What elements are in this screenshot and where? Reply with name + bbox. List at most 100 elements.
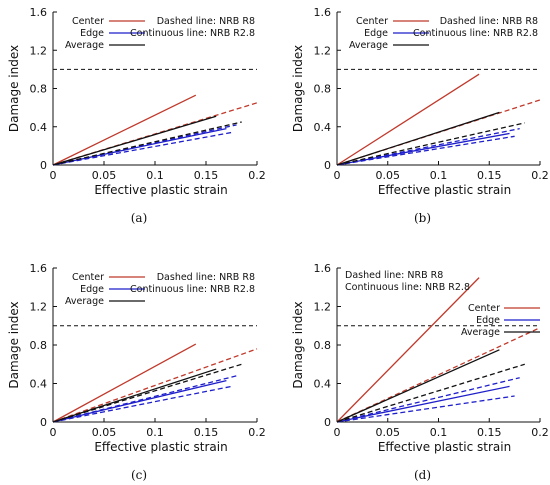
x-tick-label: 0.1 [146,426,164,439]
x-tick-label: 0.15 [194,169,219,182]
y-tick-label: 0.4 [314,121,332,134]
x-tick-label: 0 [334,426,341,439]
edge-dashed-upper-line [336,377,520,423]
edge-dashed-upper-line [52,375,237,423]
y-tick-label: 0.8 [314,339,332,352]
x-tick-label: 0.1 [430,169,448,182]
x-tick-label: 0.05 [376,169,401,182]
edge-dashed-lower-line [336,395,515,423]
x-tick-label: 0.05 [376,426,401,439]
average-dashed-line [336,122,525,166]
y-tick-label: 1.2 [30,301,48,314]
edge-dashed-lower-line [52,385,232,423]
panel-a: 0 0.05 0.1 0.15 0.2 0 0.4 0.8 1.2 1.6 Effective pl… [7,6,266,225]
x-tick-label: 0 [50,426,57,439]
edge-solid-line [336,385,510,423]
edge-dashed-upper-line [52,124,237,166]
x-axis-label: Effective plastic strain [378,440,511,454]
legend-label-center: Center [356,16,388,27]
x-tick-label: 0.2 [248,169,266,182]
center-solid-line [336,73,480,166]
y-tick-label: 1.6 [30,262,48,275]
legend-note: Dashed line: NRB R8 [157,272,255,283]
y-axis-label: Damage index [291,45,305,132]
y-axis-label: Damage index [291,301,305,388]
x-tick-label: 0 [50,169,57,182]
center-solid-line [52,343,197,423]
average-solid-line [52,115,217,166]
edge-solid-line [52,128,227,166]
legend-note: Dashed line: NRB R8 [345,270,443,281]
legend-label-center: Center [72,272,104,283]
average-solid-line [336,111,500,166]
panel-b: 0 0.05 0.1 0.15 0.2 0 0.4 0.8 1.2 1.6 Effective pl… [291,6,549,225]
x-tick-label: 0.2 [531,169,549,182]
x-tick-label: 0.1 [430,426,448,439]
y-tick-label: 0 [40,159,47,172]
x-axis-label: Effective plastic strain [94,440,227,454]
y-tick-label: 1.6 [30,6,48,19]
legend-label-center: Center [468,303,500,314]
x-tick-label: 0.2 [531,426,549,439]
y-tick-label: 0 [40,416,47,429]
panel-d: 0 0.05 0.1 0.15 0.2 0 0.4 0.8 1.2 1.6 Effective pl… [291,262,549,482]
panel-caption: (a) [131,211,148,225]
edge-solid-line [336,132,510,166]
x-tick-label: 0.05 [92,426,117,439]
y-tick-label: 0.8 [314,83,332,96]
y-tick-label: 1.6 [314,6,332,19]
legend-label-average: Average [65,296,104,307]
y-axis-label: Damage index [7,301,21,388]
panel-caption: (c) [131,468,147,482]
y-tick-label: 0 [324,159,331,172]
legend-label-center: Center [72,16,104,27]
legend-label-average: Average [461,327,500,338]
legend-note: Continuous line: NRB R2.8 [130,284,255,295]
x-tick-label: 0.1 [146,169,164,182]
edge-dashed-lower-line [336,135,515,166]
center-solid-line [52,94,197,166]
x-tick-label: 0.15 [477,169,502,182]
average-dashed-line [52,121,242,166]
x-axis-label: Effective plastic strain [94,183,227,197]
panel-caption: (d) [414,468,431,482]
y-tick-label: 1.6 [314,262,332,275]
average-dashed-line [52,363,242,423]
y-tick-label: 1.2 [314,44,332,57]
y-tick-label: 0.4 [314,378,332,391]
edge-dashed-upper-line [336,128,520,166]
legend-note: Continuous line: NRB R2.8 [345,282,470,293]
legend-label-average: Average [65,40,104,51]
legend-label-edge: Edge [364,28,388,39]
x-tick-label: 0.15 [477,426,502,439]
edge-dashed-lower-line [52,131,232,166]
y-tick-label: 0.8 [30,339,48,352]
y-tick-label: 1.2 [314,301,332,314]
center-solid-line [336,277,480,423]
legend-label-edge: Edge [80,284,104,295]
edge-solid-line [52,379,227,423]
y-tick-label: 0.4 [30,378,48,391]
x-axis-label: Effective plastic strain [378,183,511,197]
legend-label-edge: Edge [476,315,500,326]
legend-note: Dashed line: NRB R8 [440,16,538,27]
y-axis-label: Damage index [7,45,21,132]
average-dashed-line [336,363,525,423]
center-dashed-line [336,327,541,423]
y-tick-label: 0.8 [30,83,48,96]
panel-caption: (b) [414,211,431,225]
y-tick-label: 0 [324,416,331,429]
legend-note: Dashed line: NRB R8 [157,16,255,27]
average-solid-line [336,349,500,423]
x-tick-label: 0.15 [194,426,219,439]
legend-label-edge: Edge [80,28,104,39]
legend-note: Continuous line: NRB R2.8 [413,28,538,39]
legend-note: Continuous line: NRB R2.8 [130,28,255,39]
panel-c: 0 0.05 0.1 0.15 0.2 0 0.4 0.8 1.2 1.6 Effective pl… [7,262,266,482]
x-tick-label: 0.05 [92,169,117,182]
y-tick-label: 1.2 [30,44,48,57]
y-tick-label: 0.4 [30,121,48,134]
legend-label-average: Average [349,40,388,51]
center-dashed-line [52,348,258,423]
